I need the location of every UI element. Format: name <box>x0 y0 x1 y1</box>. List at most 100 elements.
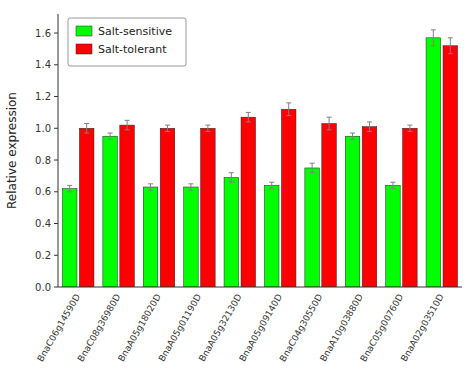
error-cap <box>165 131 170 132</box>
error-bar <box>108 133 113 139</box>
error-bar <box>390 182 395 188</box>
x-tick-label: BnaA02g03510D <box>399 292 446 363</box>
bar <box>345 136 360 287</box>
bar <box>224 177 239 287</box>
y-tick <box>54 160 58 161</box>
error-cap <box>165 125 170 126</box>
y-axis-line <box>58 14 59 287</box>
error-cap <box>367 121 372 122</box>
bar <box>281 109 296 287</box>
bar <box>362 127 377 287</box>
y-tick <box>54 223 58 224</box>
error-cap <box>350 139 355 140</box>
error-cap <box>310 172 315 173</box>
x-axis: BnaC06g14590DBnaC08g36980DBnaA05g18020DB… <box>35 287 462 363</box>
error-cap <box>205 125 210 126</box>
error-bar <box>205 125 210 131</box>
x-tick-label: BnaA10g03880D <box>318 292 365 363</box>
error-cap <box>205 131 210 132</box>
error-bar <box>310 163 315 173</box>
x-tick-label: BnaC04g30550D <box>278 292 325 363</box>
error-cap <box>407 125 412 126</box>
error-bar <box>165 125 170 131</box>
bar <box>443 46 458 287</box>
error-cap <box>148 190 153 191</box>
bar <box>403 128 418 287</box>
y-tick-label: 0.8 <box>35 155 51 166</box>
bar <box>160 128 175 287</box>
legend: Salt-sensitiveSalt-tolerant <box>68 18 186 66</box>
error-line <box>352 133 353 139</box>
x-tick-label: BnaA05g01190D <box>156 292 203 363</box>
error-cap <box>286 115 291 116</box>
x-axis-line <box>58 287 462 288</box>
bar <box>241 117 256 287</box>
error-cap <box>407 131 412 132</box>
chart-container: 0.00.20.40.60.81.01.21.41.6Relative expr… <box>0 0 474 383</box>
bar <box>201 128 216 287</box>
y-tick-label: 0.0 <box>35 282 51 293</box>
error-bar <box>367 122 372 132</box>
bar <box>103 136 118 287</box>
error-bar <box>269 182 274 188</box>
error-cap <box>108 139 113 140</box>
bar <box>120 125 135 287</box>
error-cap <box>448 53 453 54</box>
error-cap <box>188 190 193 191</box>
y-tick <box>54 191 58 192</box>
error-line <box>167 125 168 131</box>
error-bar <box>125 120 130 130</box>
x-tick-label: BnaC05g00760D <box>358 292 405 363</box>
error-bar <box>148 184 153 190</box>
error-line <box>150 184 151 190</box>
error-line <box>207 125 208 131</box>
error-line <box>86 124 87 134</box>
y-tick-label: 0.2 <box>35 250 51 261</box>
error-cap <box>448 37 453 38</box>
x-tick-label: BnaA05g09140D <box>237 292 284 363</box>
y-tick <box>54 287 58 288</box>
legend-swatch <box>76 44 92 54</box>
bar <box>426 38 441 287</box>
y-tick-label: 1.0 <box>35 123 51 134</box>
bar <box>322 124 337 287</box>
error-cap <box>67 185 72 186</box>
y-tick-label: 0.4 <box>35 218 51 229</box>
legend-label: Salt-sensitive <box>98 25 172 38</box>
legend-box <box>68 18 186 66</box>
error-line <box>248 112 249 122</box>
x-tick-label: BnaC08g36980D <box>76 292 123 363</box>
error-cap <box>125 120 130 121</box>
y-tick-label: 1.4 <box>35 59 51 70</box>
error-cap <box>431 29 436 30</box>
error-bar <box>84 124 89 134</box>
error-line <box>190 184 191 190</box>
y-tick <box>54 96 58 97</box>
error-line <box>271 182 272 188</box>
error-line <box>312 163 313 173</box>
y-tick <box>54 128 58 129</box>
error-cap <box>125 129 130 130</box>
error-cap <box>84 133 89 134</box>
error-bar <box>246 112 251 122</box>
error-cap <box>367 131 372 132</box>
error-cap <box>67 191 72 192</box>
error-cap <box>327 129 332 130</box>
error-line <box>69 185 70 191</box>
bar <box>264 185 279 287</box>
error-cap <box>327 117 332 118</box>
y-tick <box>54 33 58 34</box>
chart-svg: 0.00.20.40.60.81.01.21.41.6Relative expr… <box>0 0 474 383</box>
y-tick <box>54 64 58 65</box>
legend-swatch <box>76 26 92 36</box>
bar <box>62 189 77 287</box>
x-tick-label: BnaA05g32130D <box>197 292 244 363</box>
error-line <box>433 30 434 46</box>
error-cap <box>229 182 234 183</box>
y-axis-label: Relative expression <box>5 92 19 209</box>
error-bar <box>67 185 72 191</box>
error-bar <box>286 103 291 116</box>
bar <box>386 185 401 287</box>
error-line <box>127 120 128 130</box>
error-cap <box>431 45 436 46</box>
